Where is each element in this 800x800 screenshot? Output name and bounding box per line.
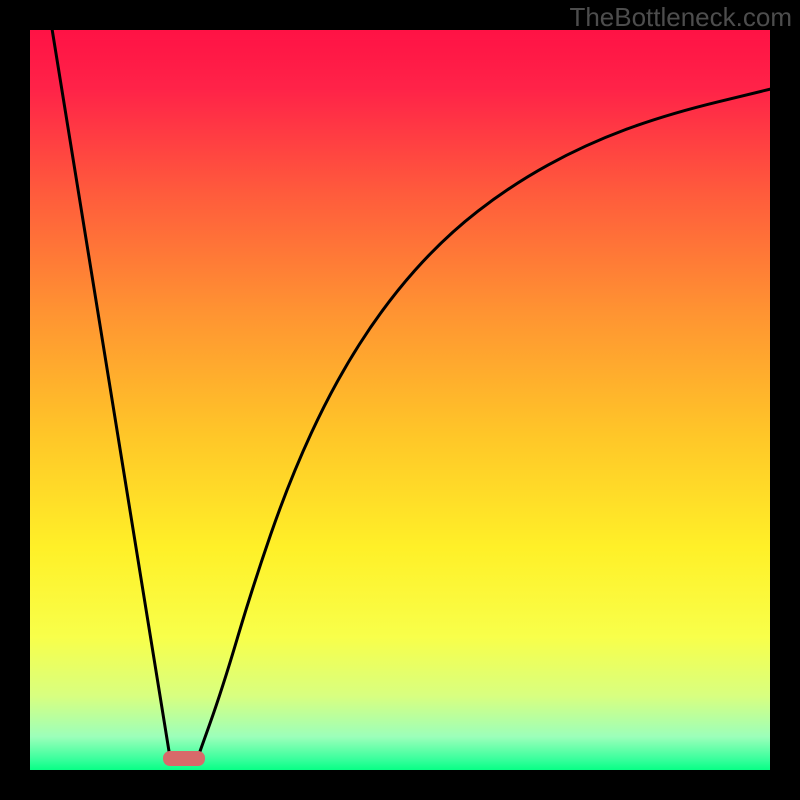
optimal-marker [163, 751, 205, 766]
chart-frame: TheBottleneck.com [0, 0, 800, 800]
bottleneck-curve [30, 30, 770, 770]
watermark-text: TheBottleneck.com [569, 2, 792, 33]
frame-border-left [0, 0, 30, 800]
plot-area [30, 30, 770, 770]
frame-border-bottom [0, 770, 800, 800]
frame-border-right [770, 0, 800, 800]
